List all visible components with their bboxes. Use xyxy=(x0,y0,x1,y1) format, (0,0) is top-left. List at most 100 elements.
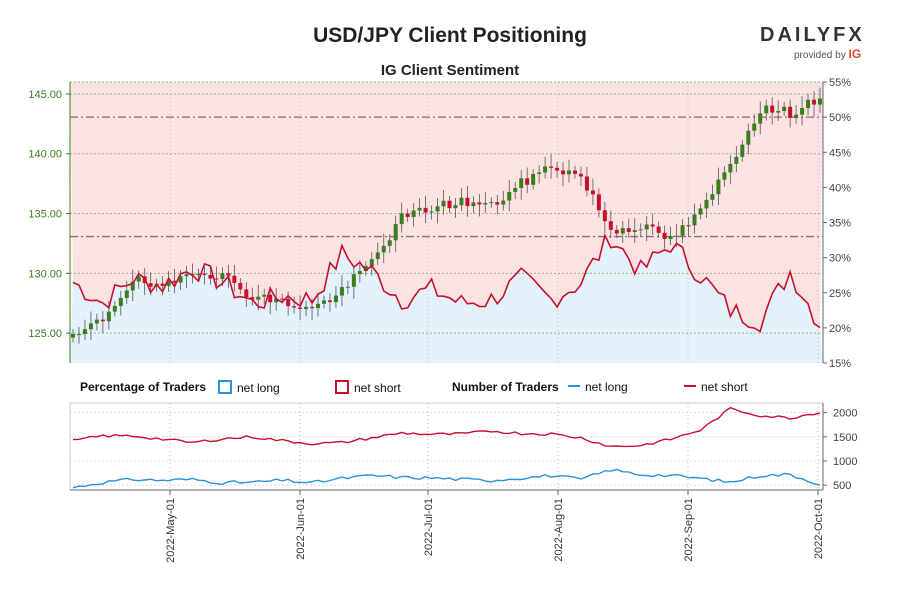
x-tick-label: 2022-Oct-01 xyxy=(813,498,825,559)
candle-body xyxy=(770,105,775,113)
legend-box-short-icon xyxy=(335,380,349,394)
net-short-area xyxy=(70,82,823,332)
price-tick-label: 145.00 xyxy=(28,89,62,101)
legend-pct-short-label: net short xyxy=(354,381,401,395)
candle-body xyxy=(196,273,201,276)
traders-panel-frame xyxy=(69,402,824,491)
pct-tick-label: 40% xyxy=(829,182,851,194)
candle-body xyxy=(250,297,255,300)
candle-body xyxy=(405,213,410,217)
candle-body xyxy=(100,319,105,322)
candle-body xyxy=(321,300,326,304)
candle-body xyxy=(298,307,303,309)
dailyfx-logo: DAILYFX provided by IG xyxy=(760,24,870,61)
candle-body xyxy=(310,306,315,309)
candle-body xyxy=(429,211,434,213)
candle-body xyxy=(220,273,225,280)
legend-num-short: net short xyxy=(684,380,748,394)
candle-body xyxy=(304,306,309,309)
pct-tick-label: 25% xyxy=(829,288,851,300)
candle-body xyxy=(572,170,577,174)
legend-percentage-title: Percentage of Traders xyxy=(80,380,207,394)
candle-body xyxy=(262,294,267,297)
legend-pct-short: net short xyxy=(335,380,401,395)
candle-body xyxy=(82,329,87,335)
candle-body xyxy=(232,275,237,283)
price-tick-label: 125.00 xyxy=(28,328,62,340)
candle-body xyxy=(644,224,649,230)
candle-body xyxy=(549,166,554,168)
candle-body xyxy=(489,202,494,204)
x-tick-label: 2022-Sep-01 xyxy=(683,498,695,562)
candle-body xyxy=(130,281,135,291)
candle-body xyxy=(656,226,661,233)
pct-tick-label: 55% xyxy=(829,77,851,89)
candle-body xyxy=(596,194,601,211)
brand-tagline-text: provided by xyxy=(794,50,846,61)
candle-body xyxy=(794,114,799,118)
traders-tick-label: 500 xyxy=(833,480,851,492)
x-tick-label: 2022-Jun-01 xyxy=(295,498,307,560)
candle-body xyxy=(88,323,93,330)
candle-body xyxy=(561,170,566,175)
candle-body xyxy=(214,278,219,280)
candle-body xyxy=(495,202,500,205)
pct-tick-label: 50% xyxy=(829,112,851,124)
legend-number-title: Number of Traders xyxy=(452,380,559,394)
chart-title: USD/JPY Client Positioning xyxy=(313,24,587,47)
candle-body xyxy=(602,210,607,222)
price-tick-label: 130.00 xyxy=(28,268,62,280)
candle-body xyxy=(686,225,691,227)
legend-num-long: net long xyxy=(568,380,628,394)
candle-body xyxy=(118,298,123,306)
candle-body xyxy=(286,298,291,307)
candle-body xyxy=(172,280,177,283)
candle-body xyxy=(662,232,667,240)
candle-body xyxy=(584,176,589,191)
brand-tagline: provided by IG xyxy=(794,47,870,61)
candle-body xyxy=(471,202,476,207)
x-tick-label: 2022-Aug-01 xyxy=(553,498,565,562)
candle-body xyxy=(812,99,817,105)
candle-body xyxy=(124,290,129,299)
candle-body xyxy=(752,123,757,131)
candle-body xyxy=(626,228,631,232)
legend-line-long-icon xyxy=(568,385,580,387)
candle-body xyxy=(363,266,368,272)
candle-body xyxy=(525,178,530,185)
candle-body xyxy=(537,172,542,174)
candle-body xyxy=(316,303,321,309)
candle-body xyxy=(680,225,685,236)
candle-body xyxy=(710,194,715,200)
candle-body xyxy=(800,108,805,115)
pct-tick-label: 30% xyxy=(829,253,851,265)
candle-body xyxy=(393,224,398,241)
candle-body xyxy=(519,178,524,189)
candle-body xyxy=(238,282,243,290)
candle-body xyxy=(136,276,141,282)
pct-tick-label: 35% xyxy=(829,218,851,230)
candle-body xyxy=(453,205,458,209)
pct-tick-label: 45% xyxy=(829,147,851,159)
legend-box-long-icon xyxy=(218,380,232,394)
pct-tick-label: 15% xyxy=(829,358,851,370)
candle-body xyxy=(632,230,637,232)
candle-body xyxy=(531,173,536,185)
candle-body xyxy=(764,105,769,114)
candle-body xyxy=(740,144,745,157)
candle-body xyxy=(590,190,595,195)
candle-body xyxy=(333,295,338,303)
candle-body xyxy=(818,98,822,105)
candle-body xyxy=(106,311,111,322)
candle-body xyxy=(351,274,356,287)
legend-line-short-icon xyxy=(684,385,696,387)
legend-pct-long-label: net long xyxy=(237,381,280,395)
brand-name: DAILYFX xyxy=(760,24,865,46)
candle-body xyxy=(638,229,643,231)
candle-body xyxy=(387,240,392,246)
candle-body xyxy=(758,113,763,124)
candle-body xyxy=(513,188,518,192)
candle-body xyxy=(668,236,673,240)
candle-body xyxy=(327,300,332,303)
